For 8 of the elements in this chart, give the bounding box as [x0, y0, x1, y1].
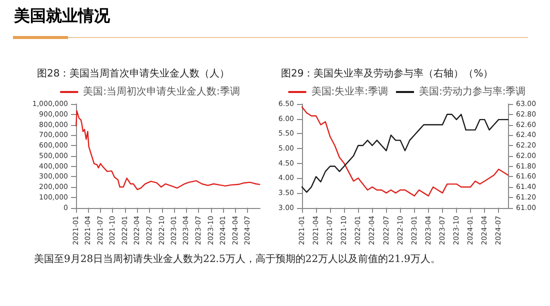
legend-label: 美国:当周初次申请失业金人数:季调: [83, 86, 240, 98]
line-series: [76, 110, 260, 190]
chart-title: 图28：美国当周首次申请失业金人数（人）: [37, 68, 230, 80]
legend-label: 美国:劳动力参与率:季调: [419, 86, 526, 98]
chart-title: 图29：美国失业率及劳动参与率（右轴）（%）: [281, 68, 494, 80]
text: 美国至9月28日当周初请失业金人数为22.5万人，高于预期的22万人以及前值的21.9万人。: [34, 252, 440, 266]
text: 美国就业情况: [14, 6, 110, 27]
legend-label: 美国:失业率:季调: [311, 86, 388, 98]
